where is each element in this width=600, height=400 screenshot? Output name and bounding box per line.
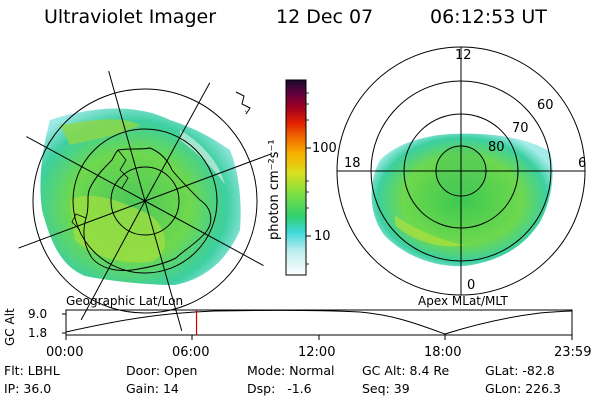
info-mode: Mode: Normal bbox=[247, 363, 335, 378]
mlt-label-12: 12 bbox=[455, 48, 472, 63]
instrument-title: Ultraviolet Imager bbox=[44, 6, 217, 28]
lat-label-70: 70 bbox=[512, 121, 529, 136]
colorbar-units: photon cm⁻²s⁻¹ bbox=[267, 139, 282, 240]
info-ip: IP: 36.0 bbox=[4, 381, 52, 396]
info-gc-alt: GC Alt: 8.4 Re bbox=[362, 363, 450, 378]
lat-label-80: 80 bbox=[488, 140, 505, 155]
info-seq: Seq: 39 bbox=[362, 381, 410, 396]
orbit-xtick-2: 12:00 bbox=[298, 345, 336, 360]
orbit-xtick-0: 00:00 bbox=[46, 345, 84, 360]
colorbar-tick-100: 100 bbox=[312, 141, 337, 156]
time-label: 06:12:53 UT bbox=[430, 6, 547, 28]
altitude-curve bbox=[65, 309, 573, 335]
coastline bbox=[83, 147, 212, 271]
orbit-ymin: 1.8 bbox=[28, 326, 48, 340]
mlt-label-6: 6 bbox=[578, 156, 587, 171]
colorbar-tick-10: 10 bbox=[314, 229, 331, 244]
date-label: 12 Dec 07 bbox=[276, 6, 374, 28]
info-gain: Gain: 14 bbox=[126, 381, 179, 396]
orbit-xtick-1: 06:00 bbox=[172, 345, 210, 360]
mlt-label-0: 0 bbox=[467, 278, 476, 293]
magnetic-map bbox=[336, 46, 586, 296]
orbit-ymax: 9.0 bbox=[28, 307, 48, 321]
info-glon: GLon: 226.3 bbox=[485, 381, 561, 396]
info-door: Door: Open bbox=[126, 363, 198, 378]
lat-label-60: 60 bbox=[537, 98, 554, 113]
orbit-plot bbox=[62, 309, 573, 340]
info-dsp: Dsp: -1.6 bbox=[247, 381, 312, 396]
orbit-xtick-3: 18:00 bbox=[424, 345, 462, 360]
right-map-caption: Apex MLat/MLT bbox=[418, 294, 508, 308]
left-map-caption: Geographic Lat/Lon bbox=[66, 294, 184, 308]
info-glat: GLat: -82.8 bbox=[485, 363, 555, 378]
colorbar bbox=[285, 79, 311, 276]
orbit-ylabel: GC Alt bbox=[3, 308, 17, 346]
orbit-xtick-4: 23:59 bbox=[554, 345, 592, 360]
info-flt: Flt: LBHL bbox=[4, 363, 60, 378]
geographic-map bbox=[10, 66, 280, 336]
mlt-label-18: 18 bbox=[344, 156, 361, 171]
